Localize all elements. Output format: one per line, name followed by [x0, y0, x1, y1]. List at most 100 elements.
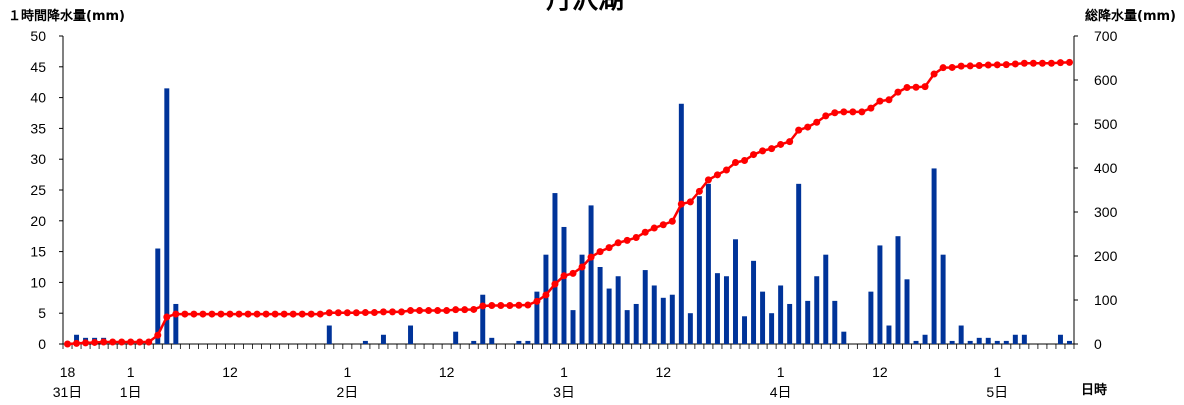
cumulative-point [777, 140, 785, 148]
left-tick-label: 25 [30, 182, 46, 198]
hourly-bar [588, 205, 594, 344]
cumulative-point [695, 187, 703, 195]
left-tick-label: 0 [38, 336, 46, 352]
x-hour-label: 12 [655, 364, 671, 380]
cumulative-point [91, 338, 99, 346]
hourly-bar [380, 334, 386, 344]
cumulative-point [560, 272, 568, 280]
cumulative-point [208, 310, 216, 318]
cumulative-point [1056, 59, 1064, 67]
cumulative-point [804, 123, 812, 131]
hourly-bar [570, 310, 576, 344]
hourly-bar [633, 303, 639, 344]
hourly-bar [155, 248, 161, 344]
hourly-bar [823, 254, 829, 344]
hourly-bar [534, 291, 540, 344]
cumulative-point [605, 244, 613, 252]
hourly-bar [326, 325, 332, 344]
hourly-bar [751, 260, 757, 344]
left-tick-label: 40 [30, 90, 46, 106]
hourly-bar [868, 291, 874, 344]
hourly-bar [74, 334, 80, 344]
hourly-bar [1012, 334, 1018, 344]
hourly-bar [733, 239, 738, 344]
hourly-bar [1021, 334, 1027, 344]
cumulative-point [722, 166, 730, 174]
cumulative-point [984, 61, 992, 69]
cumulative-point [813, 118, 821, 126]
cumulative-point [822, 112, 830, 120]
tick-labels: 0510152025303540455001002003004005006007… [30, 28, 1117, 400]
left-tick-label: 30 [30, 151, 46, 167]
cumulative-point [713, 171, 721, 179]
cumulative-point [858, 108, 866, 116]
cumulative-point [226, 310, 234, 318]
cumulative-point [849, 108, 857, 116]
cumulative-point [73, 339, 81, 347]
x-hour-label: 1 [777, 364, 785, 380]
cumulative-point [939, 64, 947, 72]
hourly-bar [471, 340, 477, 344]
x-day-label: 31日 [53, 384, 83, 400]
hourly-bar [714, 273, 720, 344]
cumulative-point [975, 61, 983, 69]
cumulative-point [488, 302, 496, 309]
hourly-bar [760, 291, 766, 344]
hourly-bar [904, 279, 910, 344]
cumulative-point [298, 310, 306, 318]
cumulative-point [289, 310, 297, 318]
cumulative-point [443, 307, 451, 315]
hourly-bar [1003, 340, 1009, 344]
x-hour-label: 12 [872, 364, 888, 380]
cumulative-point [614, 239, 622, 247]
cumulative-point [542, 291, 550, 299]
cumulative-point [515, 301, 523, 309]
right-tick-label: 700 [1094, 28, 1118, 44]
x-hour-label: 1 [993, 364, 1001, 380]
hourly-bar [669, 294, 675, 344]
hourly-bar [408, 325, 414, 344]
cumulative-point [993, 61, 1001, 69]
hourly-bar [624, 310, 630, 344]
hourly-bar [525, 340, 531, 344]
cumulative-point [885, 96, 893, 104]
cumulative-point [578, 263, 586, 271]
hourly-bar [723, 276, 729, 344]
hourly-bar [796, 183, 802, 344]
hourly-bar [615, 276, 621, 344]
cumulative-point [172, 310, 180, 318]
cumulative-point [759, 147, 767, 155]
hourly-bar [1067, 340, 1072, 344]
cumulative-point [497, 302, 505, 309]
hourly-bar [922, 334, 928, 344]
right-tick-label: 400 [1094, 160, 1118, 176]
cumulative-point [686, 198, 694, 206]
right-tick-label: 100 [1094, 292, 1118, 308]
cumulative-point [894, 88, 902, 96]
cumulative-point [768, 145, 776, 153]
hourly-bar [606, 288, 612, 344]
left-tick-label: 5 [38, 305, 46, 321]
cumulative-point [361, 309, 369, 317]
right-tick-label: 300 [1094, 204, 1118, 220]
cumulative-point [786, 138, 794, 146]
x-day-label: 5日 [986, 384, 1008, 400]
hourly-bar [561, 226, 567, 344]
cumulative-point [145, 338, 153, 346]
hourly-bar [696, 196, 702, 344]
cumulative-point [217, 310, 225, 318]
cumulative-point [1065, 58, 1073, 66]
cumulative-point [235, 310, 243, 318]
right-tick-label: 200 [1094, 248, 1118, 264]
axes [59, 35, 1078, 349]
cumulative-point [930, 70, 938, 78]
left-axis-label: １時間降水量(mm) [8, 8, 125, 24]
cumulative-point [154, 331, 162, 339]
hourly-bar [895, 236, 901, 344]
hourly-bar [949, 340, 955, 344]
left-tick-label: 45 [30, 59, 46, 75]
cumulative-point [280, 310, 288, 318]
cumulative-point [1038, 59, 1046, 67]
cumulative-point [623, 236, 631, 244]
cumulative-point [677, 200, 685, 208]
